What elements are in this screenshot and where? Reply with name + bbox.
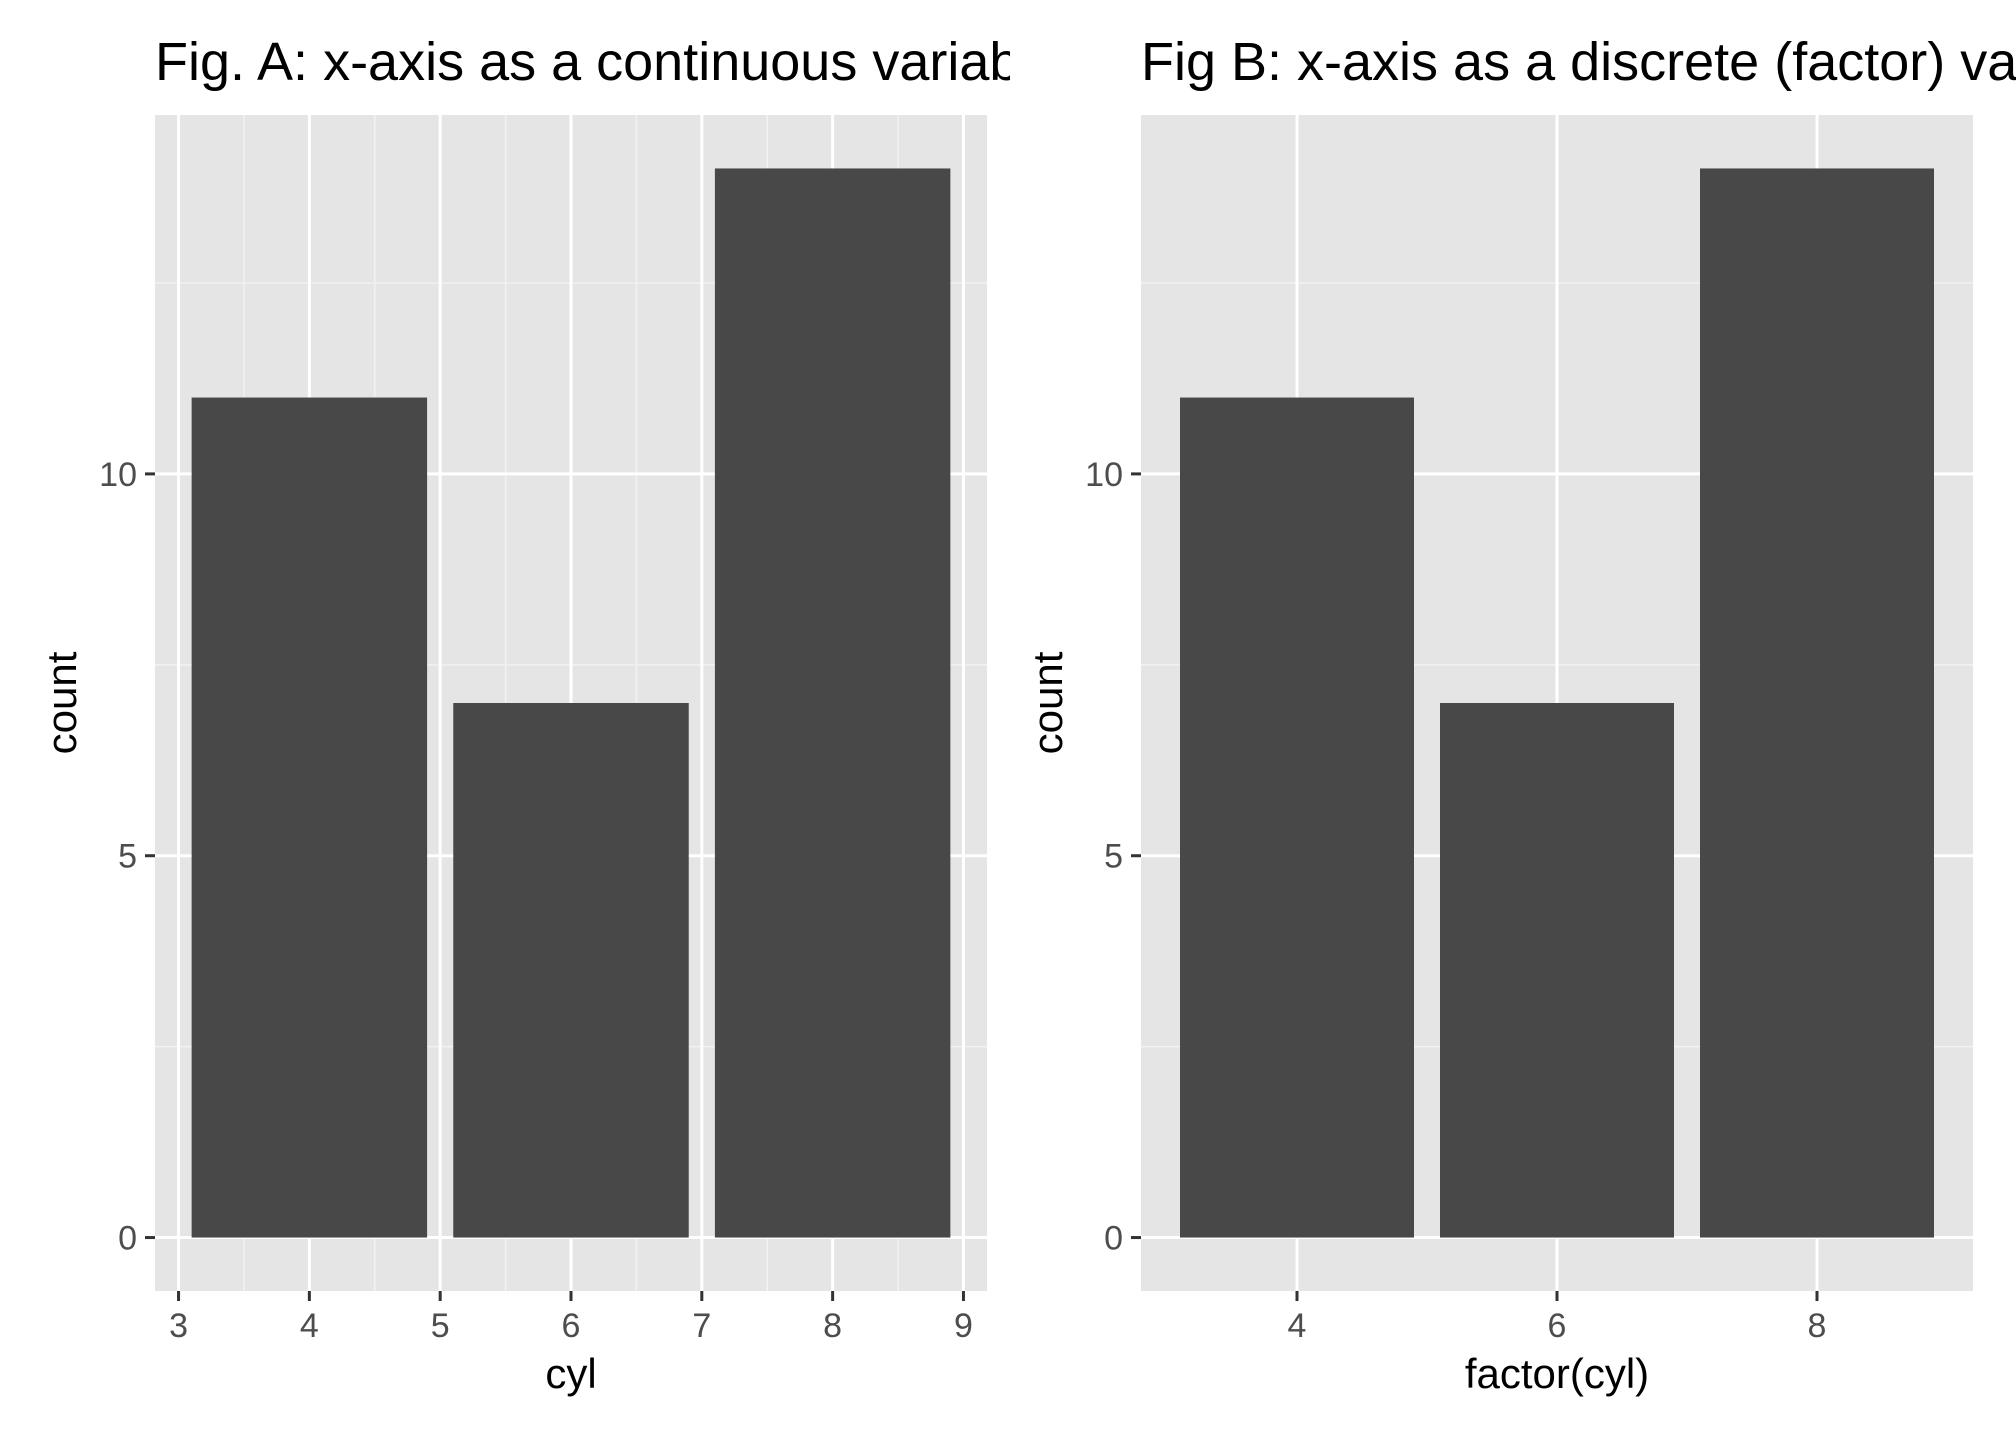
bar xyxy=(191,397,428,1238)
chart-a-bars xyxy=(191,168,951,1238)
bar xyxy=(453,703,689,1238)
y-tick-label: 0 xyxy=(118,1220,137,1258)
x-tick-label: 4 xyxy=(1288,1307,1307,1345)
chart-b-x-axis-title: factor(cyl) xyxy=(1465,1350,1649,1397)
chart-b-x-axis: 4 6 8 xyxy=(1288,1291,1827,1345)
y-tick-label: 5 xyxy=(118,838,137,876)
x-tick-label: 8 xyxy=(823,1307,842,1345)
y-tick-label: 10 xyxy=(1085,456,1123,494)
x-tick-label: 9 xyxy=(954,1307,973,1345)
x-tick-label: 7 xyxy=(692,1307,711,1345)
bar xyxy=(1700,168,1934,1238)
y-tick-label: 5 xyxy=(1104,838,1123,876)
chart-a-title: Fig. A: x-axis as a continuous variable xyxy=(155,32,1061,92)
chart-a-x-axis-title: cyl xyxy=(545,1350,596,1397)
y-tick-label: 10 xyxy=(99,456,137,494)
y-tick-label: 0 xyxy=(1104,1220,1123,1258)
x-tick-label: 3 xyxy=(169,1307,188,1345)
chart-panel-a: Fig. A: x-axis as a continuous variable … xyxy=(38,32,1061,1397)
bar xyxy=(714,168,951,1238)
chart-b-y-axis: 0 5 10 xyxy=(1085,456,1141,1258)
x-tick-label: 4 xyxy=(300,1307,319,1345)
x-tick-label: 5 xyxy=(431,1307,450,1345)
chart-a-y-axis: 0 5 10 xyxy=(99,456,155,1258)
bar xyxy=(1440,703,1674,1238)
chart-panel-b: Fig B: x-axis as a discrete (factor) var… xyxy=(1024,32,2016,1397)
x-tick-label: 6 xyxy=(1548,1307,1567,1345)
chart-b-y-axis-title: count xyxy=(1024,651,1071,754)
x-tick-label: 6 xyxy=(562,1307,581,1345)
chart-a-y-axis-title: count xyxy=(38,651,85,754)
chart-b-title: Fig B: x-axis as a discrete (factor) var… xyxy=(1141,32,2016,92)
chart-b-bars xyxy=(1180,168,1934,1238)
bar xyxy=(1180,397,1414,1238)
x-tick-label: 8 xyxy=(1808,1307,1827,1345)
chart-a-x-axis: 3 4 5 6 7 8 9 xyxy=(169,1291,973,1345)
